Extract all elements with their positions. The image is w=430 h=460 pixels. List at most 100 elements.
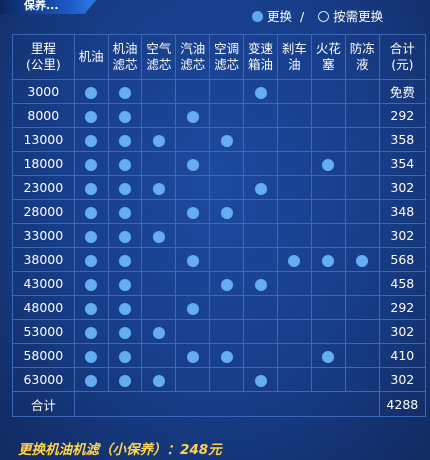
item-cell <box>276 199 312 224</box>
replace-dot-icon <box>85 302 98 315</box>
item-cell <box>243 319 278 344</box>
item-header: 空气 滤芯 <box>141 34 177 80</box>
sum-header: 合计 (元) <box>378 34 427 80</box>
item-header-line2: 滤芯 <box>180 57 206 72</box>
replace-dot-icon <box>118 326 131 339</box>
table-row: 43000 458 <box>12 271 427 296</box>
item-cell <box>107 199 143 224</box>
replace-dot-icon <box>186 158 199 171</box>
mileage-cell: 43000 <box>12 271 75 296</box>
replace-dot-icon <box>288 254 301 267</box>
mileage-cell: 8000 <box>12 103 75 128</box>
sum-header-line1: 合计 <box>389 41 415 56</box>
item-header-line2: 滤芯 <box>112 57 138 72</box>
cost-cell: 568 <box>378 247 427 272</box>
cost-cell: 302 <box>378 319 427 344</box>
item-cell <box>209 151 245 176</box>
total-spacer <box>73 391 380 417</box>
replace-dot-icon <box>254 278 267 291</box>
replace-dot-icon <box>152 326 165 339</box>
replace-dot-icon <box>322 254 335 267</box>
replace-dot-icon <box>85 254 98 267</box>
replace-dot-icon <box>220 134 233 147</box>
item-header-line1: 刹车 <box>281 41 307 56</box>
item-cell <box>310 319 346 344</box>
table-row: 8000 292 <box>12 103 427 128</box>
item-header: 机油 滤芯 <box>107 34 143 80</box>
item-cell <box>141 127 177 152</box>
item-cell <box>107 367 143 392</box>
item-header-line1: 空气 <box>146 41 172 56</box>
legend-separator: / <box>299 9 305 24</box>
item-cell <box>73 151 109 176</box>
replace-dot-icon <box>152 134 165 147</box>
cost-cell: 302 <box>378 367 427 392</box>
item-cell <box>73 103 109 128</box>
item-cell <box>276 319 312 344</box>
item-cell <box>175 127 211 152</box>
replace-dot-icon <box>322 158 335 171</box>
replace-dot-icon <box>186 254 199 267</box>
item-cell <box>209 223 245 248</box>
item-cell <box>175 271 211 296</box>
replace-dot-icon <box>152 230 165 243</box>
item-cell <box>209 103 245 128</box>
cost-cell: 410 <box>378 343 427 368</box>
item-cell <box>276 247 312 272</box>
header-title-badge: 保养... <box>0 0 96 14</box>
item-cell <box>107 247 143 272</box>
table-body: 3000 免费 8000 292 13000 358 18000 354 23000 302 280… <box>12 79 427 417</box>
cost-cell: 302 <box>378 175 427 200</box>
replace-dot-icon <box>118 254 131 267</box>
item-cell <box>243 127 278 152</box>
item-cell <box>107 343 143 368</box>
item-cell <box>141 367 177 392</box>
item-cell <box>73 127 109 152</box>
item-cell <box>141 271 177 296</box>
mileage-cell: 53000 <box>12 319 75 344</box>
replace-dot-icon <box>254 182 267 195</box>
item-cell <box>175 367 211 392</box>
replace-dot-icon <box>118 182 131 195</box>
item-cell <box>344 271 380 296</box>
item-cell <box>344 223 380 248</box>
table-row: 53000 302 <box>12 319 427 344</box>
item-cell <box>175 103 211 128</box>
total-label: 合计 <box>12 391 75 417</box>
replace-dot-icon <box>220 350 233 363</box>
item-cell <box>209 79 245 104</box>
item-cell <box>107 271 143 296</box>
item-header: 变速 箱油 <box>243 34 278 80</box>
item-cell <box>141 247 177 272</box>
item-cell <box>107 103 143 128</box>
item-cell <box>310 103 346 128</box>
item-cell <box>141 103 177 128</box>
item-cell <box>107 79 143 104</box>
item-cell <box>243 367 278 392</box>
item-cell <box>310 343 346 368</box>
mileage-cell: 23000 <box>12 175 75 200</box>
replace-dot-icon <box>356 254 369 267</box>
sum-header-line2: (元) <box>391 57 414 72</box>
item-cell <box>344 79 380 104</box>
item-cell <box>310 199 346 224</box>
mileage-cell: 38000 <box>12 247 75 272</box>
table-row: 18000 354 <box>12 151 427 176</box>
item-cell <box>209 127 245 152</box>
item-cell <box>243 223 278 248</box>
item-cell <box>175 175 211 200</box>
mileage-header: 里程 (公里) <box>12 34 75 80</box>
item-cell <box>107 295 143 320</box>
item-header: 空调 滤芯 <box>209 34 245 80</box>
table-row: 33000 302 <box>12 223 427 248</box>
item-cell <box>310 151 346 176</box>
total-value: 4288 <box>378 391 427 417</box>
item-cell <box>310 175 346 200</box>
item-cell <box>344 127 380 152</box>
item-cell <box>209 175 245 200</box>
mileage-header-line1: 里程 <box>30 41 56 56</box>
replace-dot-icon <box>254 86 267 99</box>
item-cell <box>344 319 380 344</box>
item-cell <box>209 319 245 344</box>
item-cell <box>73 199 109 224</box>
